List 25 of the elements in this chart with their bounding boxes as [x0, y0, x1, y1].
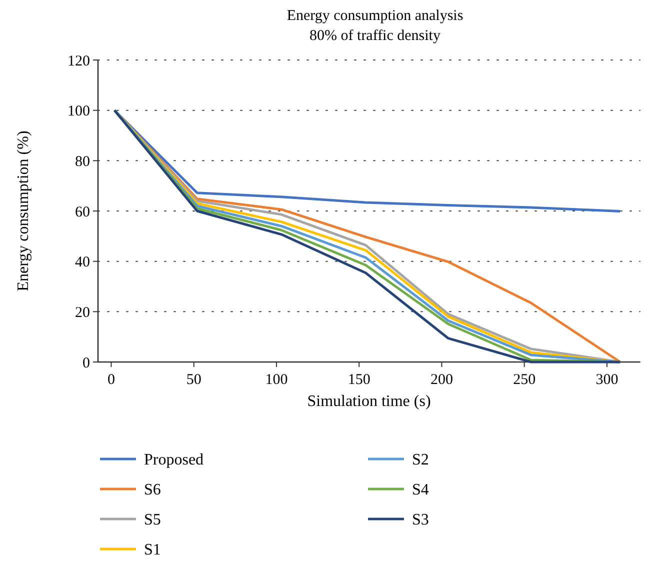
x-tick-label: 50: [186, 372, 202, 388]
y-tick-label: 80: [75, 154, 90, 170]
y-tick-label: 60: [75, 204, 90, 220]
x-tick-label: 300: [596, 372, 618, 388]
y-tick-label: 20: [75, 304, 90, 321]
y-tick-label: 120: [68, 53, 90, 70]
chart-title: Energy consumption analysis: [286, 8, 464, 24]
legend-label: Proposed: [144, 452, 204, 469]
legend-label: S3: [412, 512, 429, 529]
legend-label: S1: [144, 542, 161, 559]
y-tick-label: 40: [75, 254, 90, 271]
x-tick-label: 100: [265, 372, 288, 388]
x-tick-label: 150: [348, 372, 370, 388]
x-tick-label: 0: [107, 372, 115, 388]
x-tick-label: 250: [513, 372, 536, 388]
y-tick-label: 100: [68, 104, 90, 120]
y-tick-label: 0: [82, 355, 90, 372]
x-tick-label: 200: [430, 372, 453, 388]
y-axis-title: Energy consumption (%): [15, 130, 32, 292]
legend-label: S4: [412, 482, 429, 499]
x-axis-title: Simulation time (s): [307, 393, 431, 410]
legend-label: S5: [144, 512, 161, 529]
legend-label: S2: [412, 452, 429, 469]
legend-label: S6: [144, 482, 161, 499]
chart-subtitle: 80% of traffic density: [310, 28, 441, 44]
